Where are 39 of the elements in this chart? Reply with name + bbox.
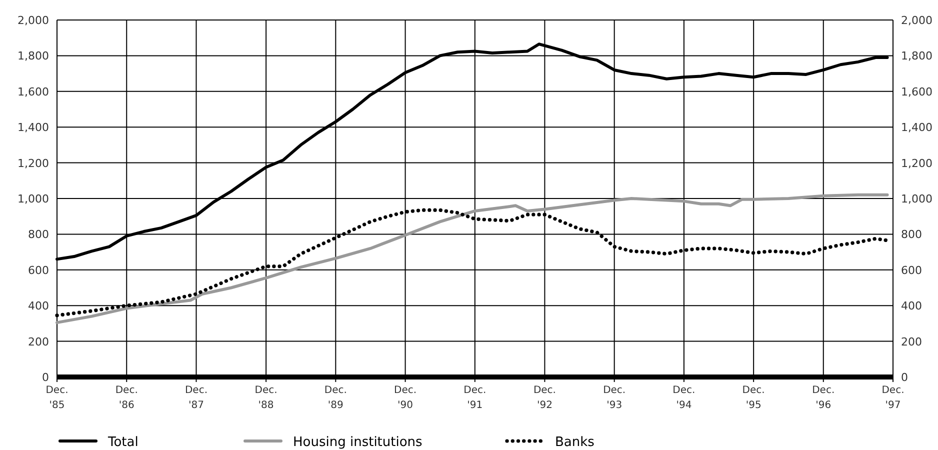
legend-label: Banks [555,435,595,450]
x-tick-label: Dec. '93 [603,385,626,411]
y2-tick-label: 1,200 [901,156,932,170]
y2-tick-label: 400 [901,300,922,313]
x-tick-label: Dec. '94 [672,385,696,411]
x-tick-label: Dec. '89 [324,385,347,411]
x-tick-label: Dec. '90 [394,385,417,411]
y-tick-label: 2,000 [18,14,49,27]
y2-tick-label: 1,400 [901,121,932,134]
x-tick-label: Dec. '92 [533,385,556,411]
y2-tick-label: 800 [901,228,922,242]
y2-tick-label: 2,000 [901,14,932,27]
legend-label: Total [107,435,138,450]
y-tick-label: 400 [28,300,49,313]
x-tick-label: Dec. '85 [46,385,68,411]
y2-tick-label: 1,800 [901,50,932,63]
x-tick-label: Dec. '86 [115,385,138,411]
y-tick-label: 1,800 [18,50,49,63]
y-tick-label: 600 [28,264,49,277]
x-tick-label: Dec. '97 [882,385,904,411]
x-tick-label: Dec. '95 [742,385,765,411]
y-tick-label: 1,400 [18,121,49,134]
x-tick-label: Dec. '87 [184,385,208,411]
legend-label: Housing institutions [293,435,423,450]
x-tick-label: Dec. '96 [812,385,835,411]
y-tick-label: 1,000 [18,192,49,206]
y-tick-label: 0 [42,371,49,384]
y-tick-label: 800 [28,228,49,242]
line-series [56,193,889,324]
y2-tick-label: 1,000 [901,192,932,206]
x-tick-label: Dec. '91 [464,385,486,411]
x-tick-label: Dec. '88 [254,385,278,411]
y2-tick-label: 0 [901,371,908,384]
y-tick-label: 200 [28,335,49,348]
y-tick-label: 1,200 [18,156,49,170]
y2-tick-label: 600 [901,264,922,277]
y2-tick-label: 200 [901,335,922,348]
y-tick-label: 1,600 [18,85,49,98]
y2-tick-label: 1,600 [901,85,932,98]
